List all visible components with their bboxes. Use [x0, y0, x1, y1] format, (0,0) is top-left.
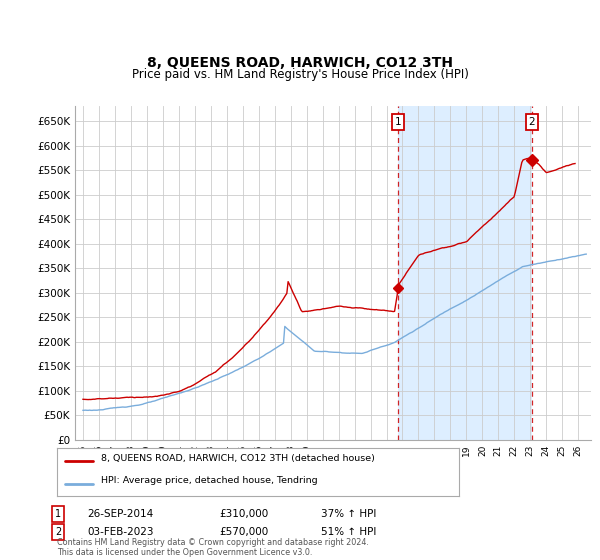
Text: 1: 1 [395, 117, 401, 127]
Text: £310,000: £310,000 [219, 509, 268, 519]
Text: £570,000: £570,000 [219, 527, 268, 537]
Text: HPI: Average price, detached house, Tendring: HPI: Average price, detached house, Tend… [101, 476, 318, 485]
Text: 1: 1 [55, 509, 61, 519]
Bar [398, 106, 532, 440]
Text: 2: 2 [55, 527, 61, 537]
Text: Contains HM Land Registry data © Crown copyright and database right 2024.
This d: Contains HM Land Registry data © Crown c… [57, 538, 369, 557]
Text: 03-FEB-2023: 03-FEB-2023 [87, 527, 154, 537]
Text: 2: 2 [529, 117, 535, 127]
Text: 51% ↑ HPI: 51% ↑ HPI [321, 527, 376, 537]
Text: 8, QUEENS ROAD, HARWICH, CO12 3TH: 8, QUEENS ROAD, HARWICH, CO12 3TH [147, 56, 453, 70]
Text: Price paid vs. HM Land Registry's House Price Index (HPI): Price paid vs. HM Land Registry's House … [131, 68, 469, 81]
Text: 8, QUEENS ROAD, HARWICH, CO12 3TH (detached house): 8, QUEENS ROAD, HARWICH, CO12 3TH (detac… [101, 454, 375, 463]
Text: 37% ↑ HPI: 37% ↑ HPI [321, 509, 376, 519]
Text: 26-SEP-2014: 26-SEP-2014 [87, 509, 153, 519]
